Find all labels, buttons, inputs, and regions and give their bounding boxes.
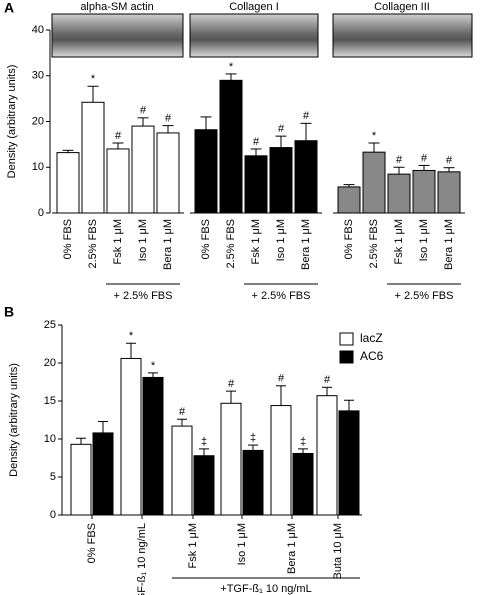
bar <box>338 410 360 516</box>
bar <box>156 132 180 214</box>
x-tick-label: Fsk 1 μM <box>250 219 262 264</box>
significance-mark: # <box>421 152 428 164</box>
x-tick-label: 2.5% FBS <box>87 219 99 269</box>
x-tick-label: Fsk 1 μM <box>393 219 405 264</box>
blot-image <box>51 13 184 58</box>
significance-mark: ‡ <box>250 432 256 444</box>
x-tick-label: TGF-ß₁ 10 ng/mL <box>136 523 148 595</box>
y-tick-label: 10 <box>32 161 44 173</box>
bar <box>387 173 411 214</box>
bar <box>131 125 155 214</box>
bar <box>412 169 436 214</box>
significance-mark: * <box>129 330 134 342</box>
legend-swatch <box>339 350 354 364</box>
bar <box>193 455 215 516</box>
y-axis-label: Density (arbitrary units) <box>6 65 18 179</box>
bar <box>337 186 361 214</box>
x-tick-label: Iso 1 μM <box>236 523 248 565</box>
significance-mark: # <box>396 154 403 166</box>
annotation: + 2.5% FBS <box>394 290 453 302</box>
bar <box>437 171 461 214</box>
significance-mark: * <box>372 130 377 142</box>
significance-mark: # <box>115 130 122 142</box>
bar <box>294 140 318 214</box>
y-tick-label: 20 <box>44 357 56 369</box>
significance-mark: # <box>446 155 453 167</box>
x-tick-label: 0% FBS <box>343 219 355 259</box>
significance-mark: * <box>91 73 96 85</box>
bar <box>194 129 218 214</box>
bar <box>362 151 386 214</box>
x-tick-label: Iso 1 μM <box>418 219 430 261</box>
x-tick-label: Iso 1 μM <box>137 219 149 261</box>
significance-mark: # <box>278 373 285 385</box>
significance-mark: # <box>165 113 172 125</box>
group-title: Collagen I <box>229 1 279 13</box>
x-tick-label: Bera 1 μM <box>300 219 312 270</box>
blot-image <box>332 13 473 58</box>
y-tick-label: 5 <box>50 471 56 483</box>
significance-mark: * <box>229 61 234 73</box>
y-tick-label: 15 <box>44 395 56 407</box>
significance-mark: * <box>151 360 156 372</box>
legend-label: AC6 <box>360 349 384 363</box>
bar <box>220 402 242 516</box>
significance-mark: # <box>228 378 235 390</box>
bar <box>242 449 264 516</box>
y-tick-label: 25 <box>44 319 56 331</box>
panel-label: B <box>4 304 14 320</box>
significance-mark: # <box>324 374 331 386</box>
x-tick-label: 2.5% FBS <box>225 219 237 269</box>
significance-mark: # <box>278 123 285 135</box>
x-tick-label: Iso 1 μM <box>275 219 287 261</box>
bar <box>106 148 130 214</box>
bar <box>292 452 314 516</box>
x-tick-label: Bera 1 μM <box>162 219 174 270</box>
x-tick-label: Bera 1 μM <box>286 523 298 574</box>
y-tick-label: 30 <box>32 70 44 82</box>
bar <box>244 155 268 214</box>
bar <box>316 395 338 516</box>
bar <box>142 376 164 516</box>
x-tick-label: Fsk 1 μM <box>112 219 124 264</box>
bar <box>219 79 243 214</box>
annotation: + 2.5% FBS <box>113 290 172 302</box>
y-tick-label: 0 <box>50 509 56 521</box>
x-tick-label: 0% FBS <box>86 523 98 563</box>
x-tick-label: Fsk 1 μM <box>187 523 199 568</box>
significance-mark: # <box>303 110 310 122</box>
annotation: +TGF-ß₁ 10 ng/mL <box>220 583 311 595</box>
significance-mark: ‡ <box>300 436 306 448</box>
y-tick-label: 20 <box>32 115 44 127</box>
significance-mark: ‡ <box>201 436 207 448</box>
x-tick-label: Bera 1 μM <box>443 219 455 270</box>
x-tick-label: Buta 10 μM <box>332 523 344 579</box>
bar <box>56 152 80 214</box>
y-axis-label: Density (arbitrary units) <box>8 363 20 477</box>
group-title: alpha-SM actin <box>80 1 153 13</box>
significance-mark: # <box>140 105 147 117</box>
panel-label: A <box>4 0 14 16</box>
legend-swatch <box>339 332 354 346</box>
legend-label: lacZ <box>360 331 383 345</box>
bar <box>70 443 92 516</box>
bar <box>269 147 293 214</box>
bar <box>171 425 193 516</box>
group-title: Collagen III <box>374 1 430 13</box>
bar <box>81 101 105 214</box>
y-tick-label: 40 <box>32 24 44 36</box>
blot-image <box>189 13 319 58</box>
x-tick-label: 0% FBS <box>62 219 74 259</box>
bar <box>270 405 292 516</box>
bar <box>120 357 142 516</box>
annotation: + 2.5% FBS <box>251 290 310 302</box>
significance-mark: # <box>179 406 186 418</box>
y-tick-label: 0 <box>38 207 44 219</box>
x-tick-label: 0% FBS <box>200 219 212 259</box>
bar <box>92 432 114 516</box>
y-tick-label: 10 <box>44 433 56 445</box>
significance-mark: # <box>253 136 260 148</box>
x-tick-label: 2.5% FBS <box>368 219 380 269</box>
